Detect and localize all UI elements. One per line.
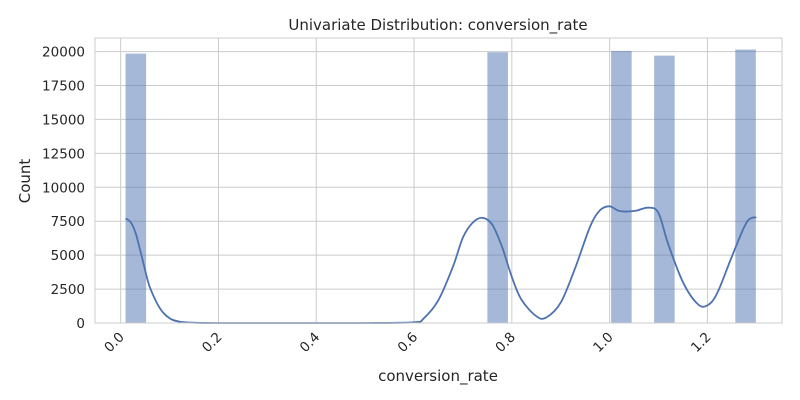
x-tick-label: 0.8 (492, 329, 519, 356)
y-tick-label: 17500 (42, 79, 85, 95)
x-tick-label: 1.0 (590, 329, 617, 356)
histogram-bars (125, 49, 756, 324)
y-tick-label: 7500 (51, 214, 85, 230)
histogram-bar (611, 50, 632, 324)
y-tick-labels: 0 2500 5000 7500 10000 12500 15000 17500 20000 (42, 45, 85, 332)
histogram-bar (487, 52, 508, 323)
chart-title: Univariate Distribution: conversion_rate (288, 16, 587, 35)
kde-curve-layer (125, 205, 757, 324)
histogram-bar (735, 49, 756, 324)
y-tick-label: 5000 (51, 248, 85, 264)
x-tick-labels: 0.0 0.2 0.4 0.6 0.8 1.0 1.2 (101, 329, 714, 356)
plot-frame (94, 37, 783, 324)
histogram-bar (654, 55, 675, 324)
y-tick-label: 15000 (42, 112, 85, 128)
x-tick-label: 0.4 (297, 329, 324, 356)
x-tick-label: 0.0 (101, 329, 128, 356)
kde-curve (125, 205, 757, 324)
y-tick-label: 20000 (42, 45, 85, 61)
y-tick-label: 10000 (42, 180, 85, 196)
y-tick-label: 0 (76, 316, 85, 332)
y-axis-label: Count (16, 159, 34, 204)
y-tick-label: 2500 (51, 282, 85, 298)
histogram-bar (125, 53, 147, 323)
y-tick-label: 12500 (42, 146, 85, 162)
x-tick-label: 1.2 (688, 329, 715, 356)
x-tick-label: 0.2 (199, 329, 226, 356)
grid (95, 38, 782, 324)
x-axis-label: conversion_rate (378, 367, 498, 386)
x-tick-label: 0.6 (395, 329, 422, 356)
